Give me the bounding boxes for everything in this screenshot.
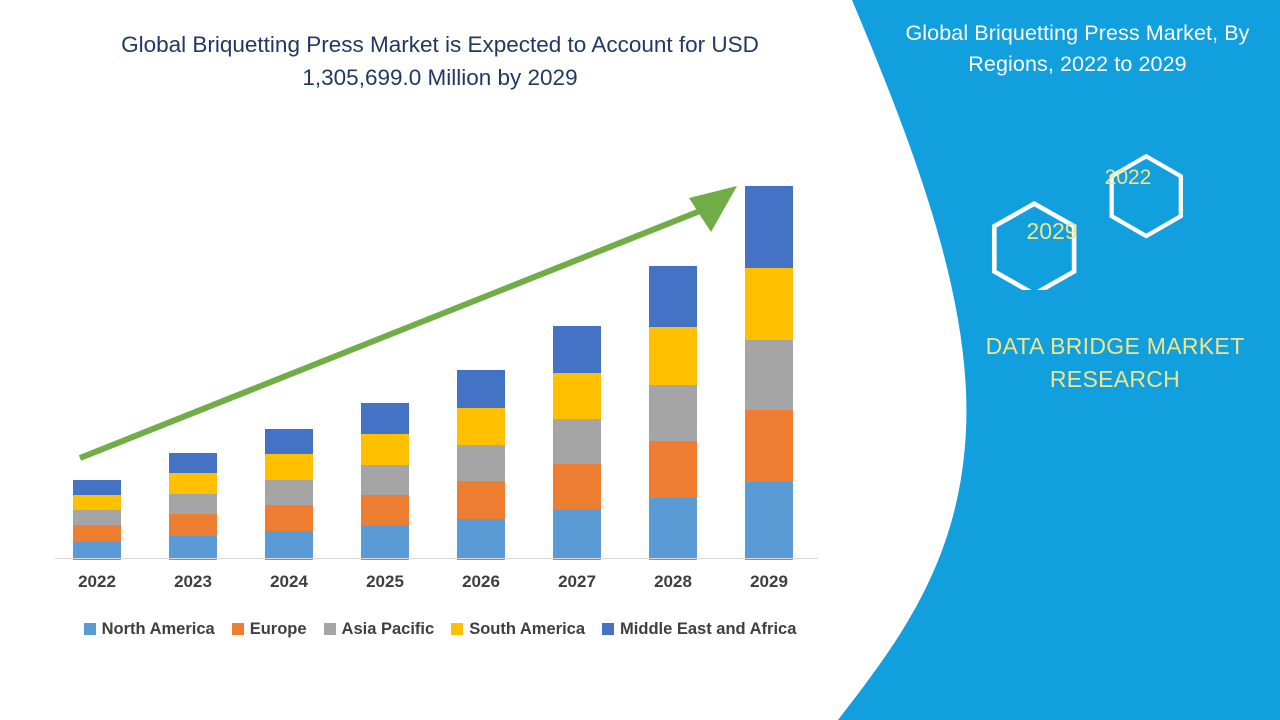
bar-segment [73, 510, 121, 525]
x-axis-labels: 2022 2023 2024 2025 2026 2027 2028 2029 [55, 572, 820, 600]
bar-segment [73, 480, 121, 495]
x-axis-label: 2024 [270, 572, 308, 591]
panel-heading: Global Briquetting Press Market, By Regi… [905, 21, 1250, 76]
bar-segment [457, 408, 505, 445]
bar-segment [169, 494, 217, 514]
bar-segment [649, 441, 697, 498]
legend-label: Asia Pacific [341, 619, 435, 638]
x-axis-label: 2027 [558, 572, 596, 591]
bar-segment [361, 526, 409, 560]
legend-item[interactable]: South America [451, 620, 585, 639]
bar-segment [745, 482, 793, 560]
legend-swatch [83, 623, 96, 635]
hexagon-far-outline [991, 200, 1077, 290]
bar-segment [457, 481, 505, 519]
bar-segment [457, 370, 505, 408]
brand-name: DATA BRIDGE MARKET RESEARCH [985, 333, 1245, 392]
legend-item[interactable]: Asia Pacific [323, 619, 435, 639]
bar-segment [265, 454, 313, 480]
bar-segment [361, 403, 409, 434]
legend-item[interactable]: Europe [231, 619, 307, 639]
bar-segment [361, 495, 409, 526]
legend-label: Europe [249, 619, 307, 638]
bar-segment [745, 410, 793, 482]
bar-segment [553, 464, 601, 510]
bar-segment [745, 186, 793, 268]
x-axis-label: 2026 [462, 572, 500, 591]
stacked-bar[interactable] [169, 453, 217, 560]
legend-label: Middle East and Africa [620, 619, 797, 638]
legend-swatch [602, 623, 615, 635]
bar-segment [745, 340, 793, 410]
legend-swatch [451, 623, 464, 635]
bar-segment [361, 434, 409, 465]
stacked-bar[interactable] [265, 429, 313, 560]
legend-item[interactable]: North America [83, 619, 215, 639]
bar-segment [73, 542, 121, 560]
bar-segment [553, 373, 601, 419]
bar-segment [169, 473, 217, 494]
bar-segment [649, 266, 697, 327]
bar-segment [73, 525, 121, 542]
stacked-bar[interactable] [745, 186, 793, 560]
x-axis-label: 2028 [654, 572, 692, 591]
stacked-bar[interactable] [457, 370, 505, 560]
stacked-bar[interactable] [73, 480, 121, 560]
bar-segment [169, 453, 217, 473]
stacked-bar[interactable] [649, 266, 697, 560]
bar-segment [265, 480, 313, 505]
x-axis-label: 2023 [174, 572, 212, 591]
growth-arrow-icon [78, 186, 737, 461]
bar-segment [457, 445, 505, 481]
bar-segment [265, 505, 313, 531]
stacked-bar[interactable] [553, 326, 601, 560]
hexagon-label-2022: 2022 [1104, 166, 1152, 189]
bar-segment [73, 495, 121, 510]
x-axis-line [55, 558, 818, 559]
bar-segment [169, 536, 217, 560]
bar-segment [457, 519, 505, 560]
hexagon-group [991, 153, 1183, 290]
arrow-head [689, 186, 737, 232]
x-axis-label: 2022 [78, 572, 116, 591]
chart-plot-area [55, 160, 820, 560]
bar-segment [649, 498, 697, 560]
bar-segment [265, 429, 313, 454]
bar-segment [265, 531, 313, 560]
bar-segment [649, 327, 697, 385]
bar-segment [553, 419, 601, 464]
hexagon-label-2029: 2029 [1026, 218, 1078, 244]
page-title: Global Briquetting Press Market is Expec… [121, 32, 759, 90]
bar-segment [649, 385, 697, 441]
bar-segment [169, 514, 217, 536]
legend-swatch [323, 623, 336, 635]
bar-segment [361, 465, 409, 495]
hexagon-near-outline [1109, 153, 1183, 239]
stacked-bar[interactable] [361, 403, 409, 560]
legend-label: North America [101, 619, 215, 638]
legend-item[interactable]: Middle East and Africa [602, 620, 796, 639]
legend-swatch [231, 623, 244, 635]
bar-segment [745, 268, 793, 340]
legend-label: South America [469, 619, 586, 638]
x-axis-label: 2025 [366, 572, 404, 591]
chart-legend: North America Europe Asia Pacific South Ame… [55, 617, 825, 641]
arrow-shaft [78, 202, 717, 461]
bar-segment [553, 326, 601, 373]
x-axis-label: 2029 [750, 572, 788, 591]
bar-segment [553, 510, 601, 560]
